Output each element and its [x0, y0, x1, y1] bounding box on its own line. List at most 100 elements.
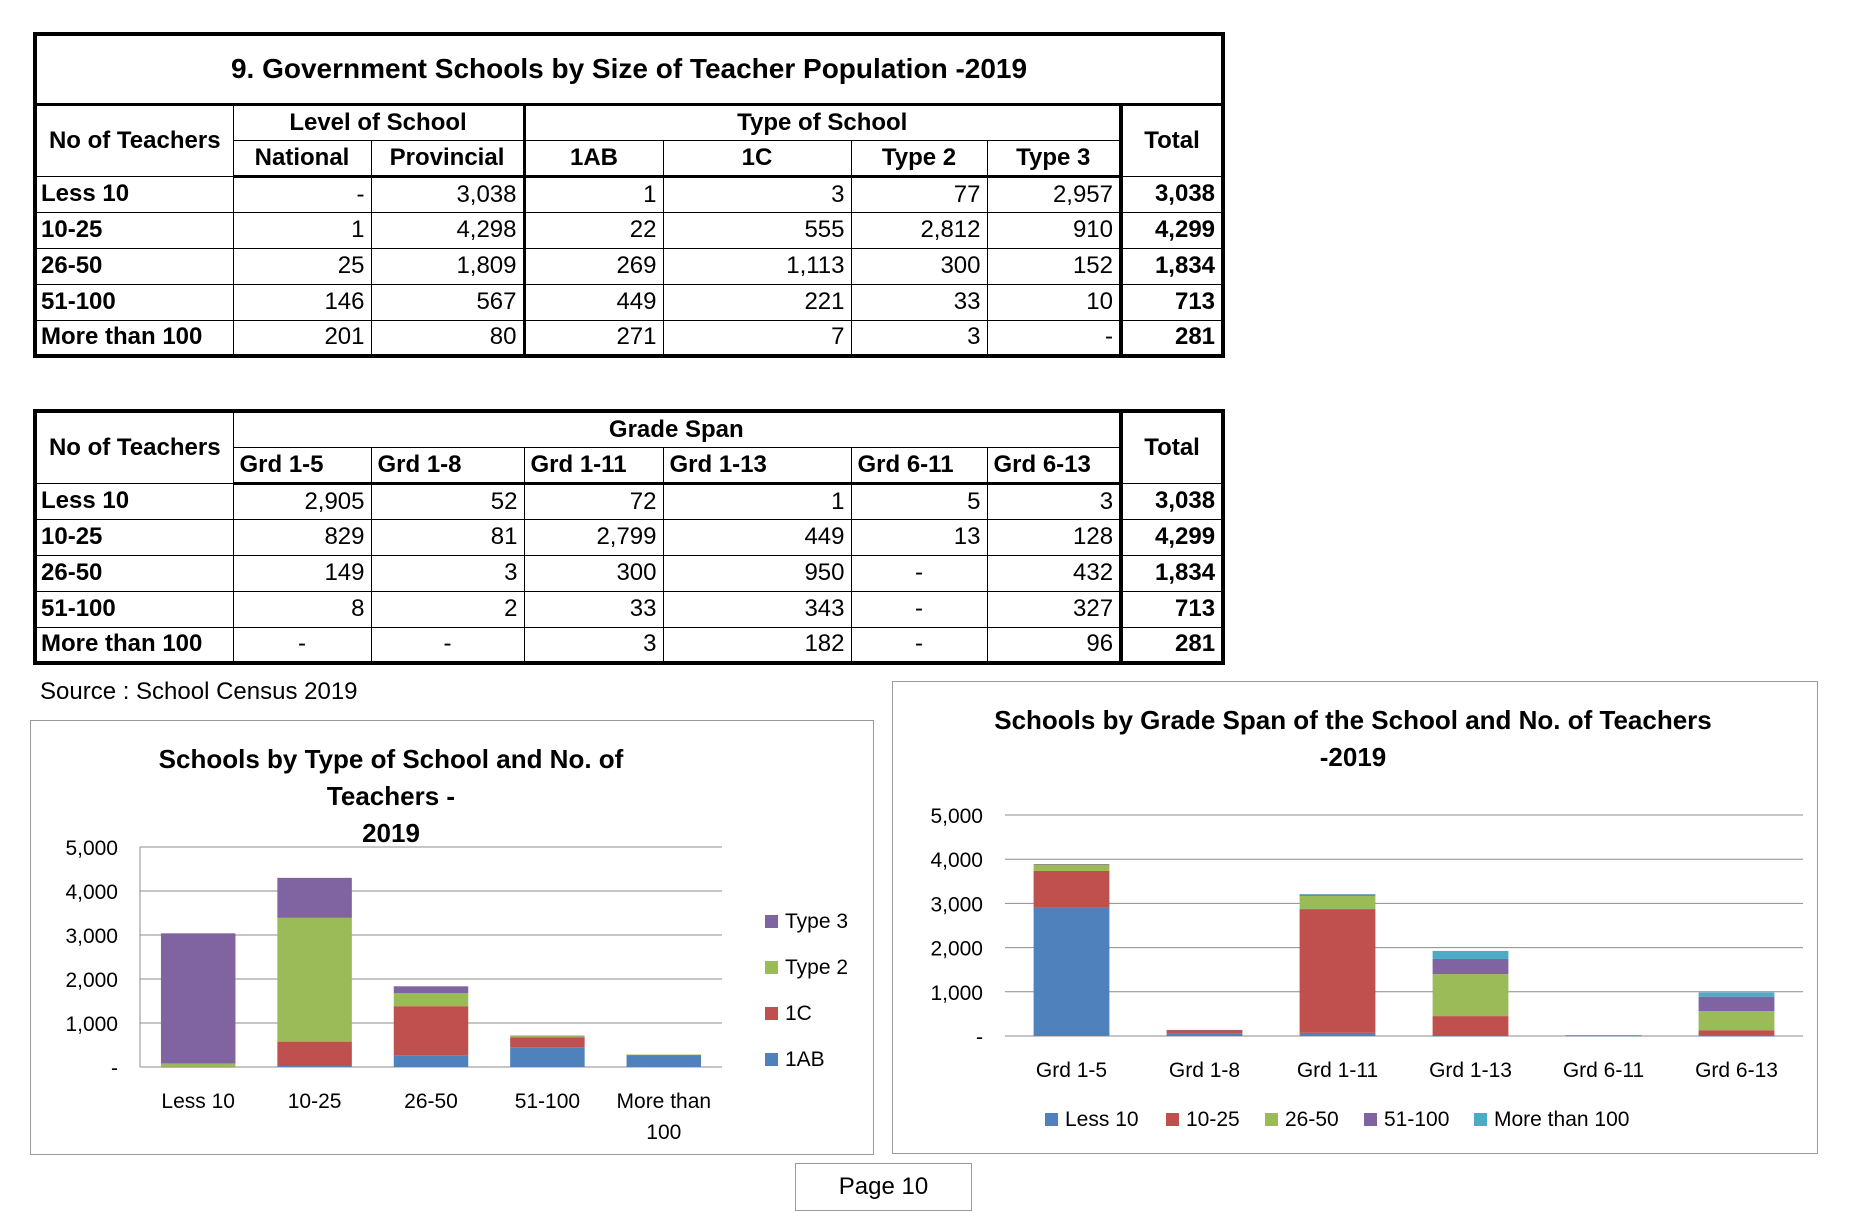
legend-swatch: [765, 1053, 778, 1066]
bar-segment: [277, 877, 352, 918]
cell: 910: [986, 211, 1122, 249]
legend-swatch: [1166, 1113, 1179, 1126]
column-header: National: [232, 139, 372, 178]
cell: 3,038: [370, 175, 525, 213]
chart-plot: - 1,000 2,000 3,000 4,000 5,000 Grd 1-5 Grd 1-8…: [930, 805, 1803, 1131]
legend-label: 51-100: [1384, 1108, 1449, 1131]
cell: 1,809: [370, 247, 525, 285]
y-tick-label: 5,000: [65, 837, 118, 860]
row-header: No of Teachers: [34, 410, 234, 484]
legend-label: Type 2: [785, 956, 848, 979]
total-cell: 713: [1118, 283, 1224, 321]
chart-plot: - 1,000 2,000 3,000 4,000 5,000 Less 10 10-25 26…: [65, 837, 848, 1144]
column-header: Grd 1-5: [232, 446, 372, 485]
cell: 3: [662, 175, 852, 213]
legend-swatch: [765, 1007, 778, 1020]
bar-segment: [1299, 909, 1376, 1033]
cell: 432: [986, 554, 1122, 592]
cell: 2,905: [232, 482, 372, 520]
cell: 1: [232, 211, 372, 249]
bar-segment: [393, 1006, 469, 1056]
table-row: 26-50 25 1,809 269 1,113 300 152 1,834: [34, 247, 1224, 285]
x-tick-label: Less 10: [161, 1090, 235, 1113]
cell: -: [232, 175, 372, 213]
bar-segment: [1166, 1029, 1243, 1031]
cell: 8: [232, 590, 372, 628]
table-row: 10-25 829 81 2,799 449 13 128 4,299: [34, 518, 1224, 556]
column-header: Grd 6-13: [986, 446, 1122, 485]
bar-segment: [1299, 895, 1376, 910]
total-cell: 3,038: [1119, 482, 1224, 520]
bar-segment: [1299, 894, 1376, 895]
type-of-school-header: Type of School: [522, 103, 1122, 141]
bar-segment: [160, 1066, 236, 1068]
table-row: 10-25 1 4,298 22 555 2,812 910 4,299: [34, 211, 1224, 249]
type-of-school-chart: Schools by Type of School and No. of Tea…: [30, 720, 874, 1155]
chart-title: Schools by Grade Span of the School and …: [973, 702, 1733, 776]
bar-segment: [1166, 1033, 1243, 1036]
cell: 80: [370, 319, 525, 357]
cell: 327: [986, 590, 1122, 628]
bar-segment: [160, 933, 236, 1064]
cell: -: [986, 319, 1122, 357]
row-header: No of Teachers: [34, 103, 234, 177]
legend-label: 1AB: [785, 1048, 825, 1071]
cell: 555: [662, 211, 852, 249]
column-header: Grd 1-11: [523, 446, 664, 485]
row-label: More than 100: [34, 319, 234, 357]
cell: -: [232, 626, 372, 664]
table-title: 9. Government Schools by Size of Teacher…: [34, 33, 1224, 106]
cell: 343: [662, 590, 852, 628]
x-tick-label: Grd 1-8: [1169, 1059, 1240, 1082]
cell: 128: [986, 518, 1122, 556]
x-tick-label: 26-50: [404, 1090, 458, 1113]
cell: 449: [522, 283, 664, 321]
y-tick-label: 5,000: [930, 805, 983, 828]
bar-segment: [510, 1035, 585, 1037]
x-tick-label: Grd 1-5: [1036, 1059, 1107, 1082]
legend-label: Less 10: [1065, 1108, 1139, 1131]
cell: -: [370, 626, 525, 664]
cell: 96: [986, 626, 1122, 664]
bar-segment: [510, 1037, 585, 1048]
y-tick-label: 2,000: [930, 938, 983, 961]
chart-title-line: Schools by Grade Span of the School and …: [994, 705, 1712, 735]
y-tick-label: -: [976, 1026, 983, 1049]
source-note: Source : School Census 2019: [40, 678, 358, 705]
bar-segment: [1698, 996, 1775, 1012]
bar-segment: [1698, 1030, 1775, 1036]
cell: -: [850, 590, 988, 628]
row-label: Less 10: [34, 175, 234, 213]
total-cell: 713: [1119, 590, 1224, 628]
total-header: Total: [1119, 410, 1224, 484]
y-tick-label: 3,000: [65, 925, 118, 948]
cell: 300: [850, 247, 988, 285]
cell: -: [850, 554, 988, 592]
cell: 2,799: [523, 518, 664, 556]
chart-title: Schools by Type of School and No. of Tea…: [121, 741, 661, 852]
bar-segment: [1033, 864, 1110, 871]
cell: 22: [522, 211, 664, 249]
total-cell: 4,299: [1118, 211, 1224, 249]
cell: 2,957: [986, 175, 1122, 213]
bar-segment: [393, 992, 469, 1007]
bar-segment: [393, 986, 469, 993]
table-row: Less 10 - 3,038 1 3 77 2,957 3,038: [34, 175, 1224, 213]
bar-segment: [1432, 974, 1509, 1017]
x-tick-label: Grd 1-11: [1297, 1059, 1378, 1082]
cell: 3: [523, 626, 664, 664]
cell: 10: [986, 283, 1122, 321]
cell: 77: [850, 175, 988, 213]
table-row: 51-100 8 2 33 343 - 327 713: [34, 590, 1224, 628]
cell: 201: [232, 319, 372, 357]
cell: 152: [986, 247, 1122, 285]
row-label: More than 100: [34, 626, 234, 664]
bar-segment: [1166, 1030, 1243, 1034]
cell: 3: [370, 554, 525, 592]
teacher-population-by-grade-span-table: No of Teachers Grade Span Total Grd 1-5 …: [33, 409, 1226, 665]
table-row: 26-50 149 3 300 950 - 432 1,834: [34, 554, 1224, 592]
x-tick-label: Grd 6-13: [1695, 1059, 1778, 1082]
bar-segment: [1432, 950, 1509, 959]
grade-span-chart: Schools by Grade Span of the School and …: [892, 681, 1818, 1154]
bar-segment: [1565, 1035, 1642, 1037]
